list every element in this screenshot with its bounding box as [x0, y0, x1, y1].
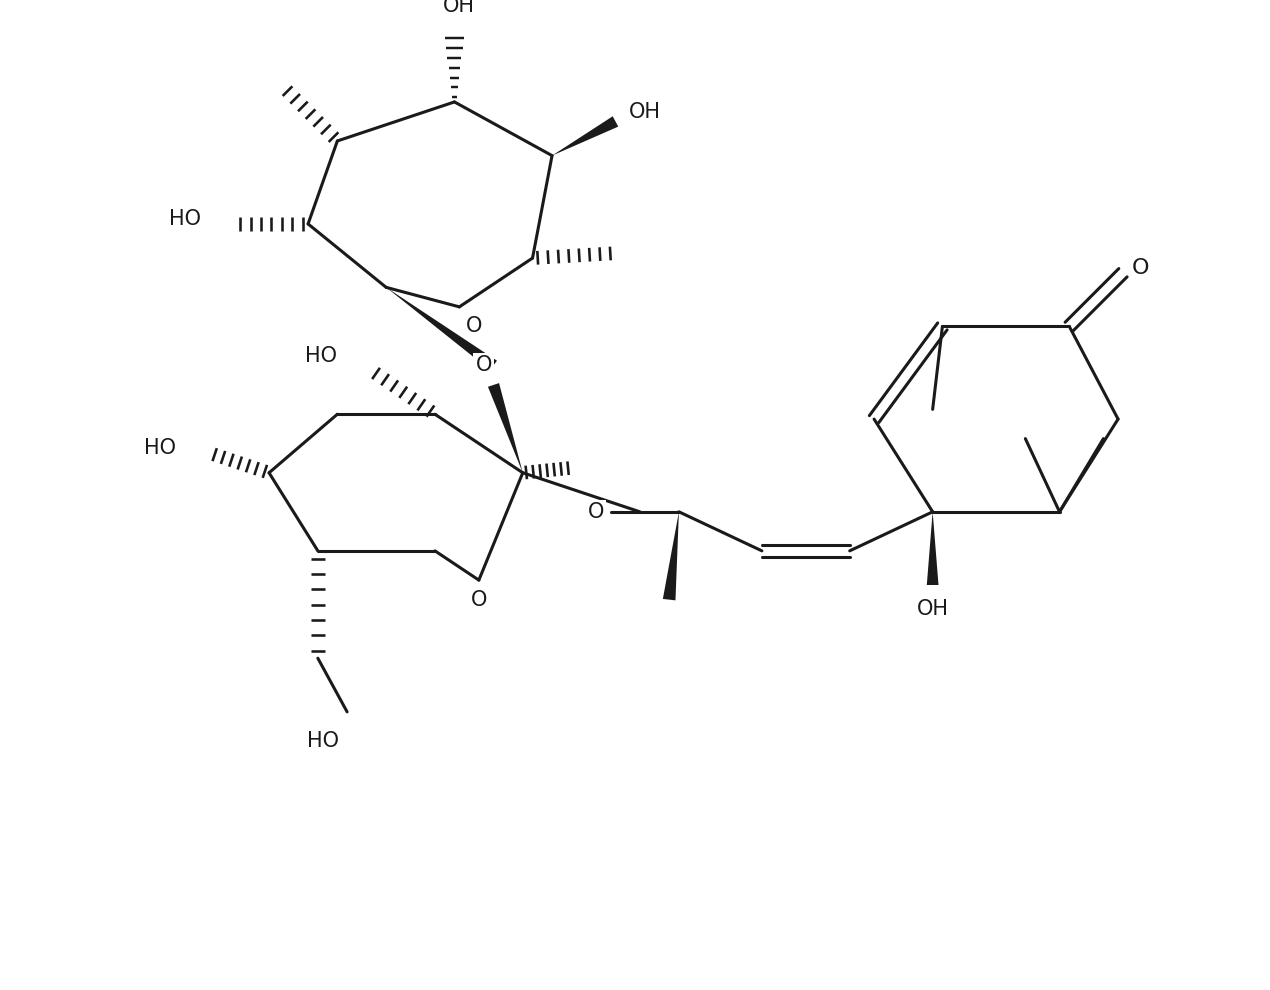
Polygon shape — [663, 512, 679, 600]
Text: OH: OH — [443, 0, 475, 16]
Text: HO: HO — [169, 209, 201, 229]
Text: OH: OH — [917, 599, 949, 620]
Polygon shape — [386, 287, 497, 370]
Text: HO: HO — [305, 346, 338, 365]
Text: HO: HO — [145, 439, 177, 458]
Text: O: O — [1132, 257, 1149, 278]
Text: OH: OH — [629, 102, 660, 122]
Text: HO: HO — [307, 732, 339, 751]
Text: O: O — [466, 317, 483, 337]
Polygon shape — [488, 383, 523, 473]
Polygon shape — [927, 512, 939, 585]
Text: O: O — [471, 590, 486, 610]
Text: O: O — [475, 355, 491, 375]
Text: O: O — [588, 502, 605, 522]
Polygon shape — [552, 116, 618, 155]
